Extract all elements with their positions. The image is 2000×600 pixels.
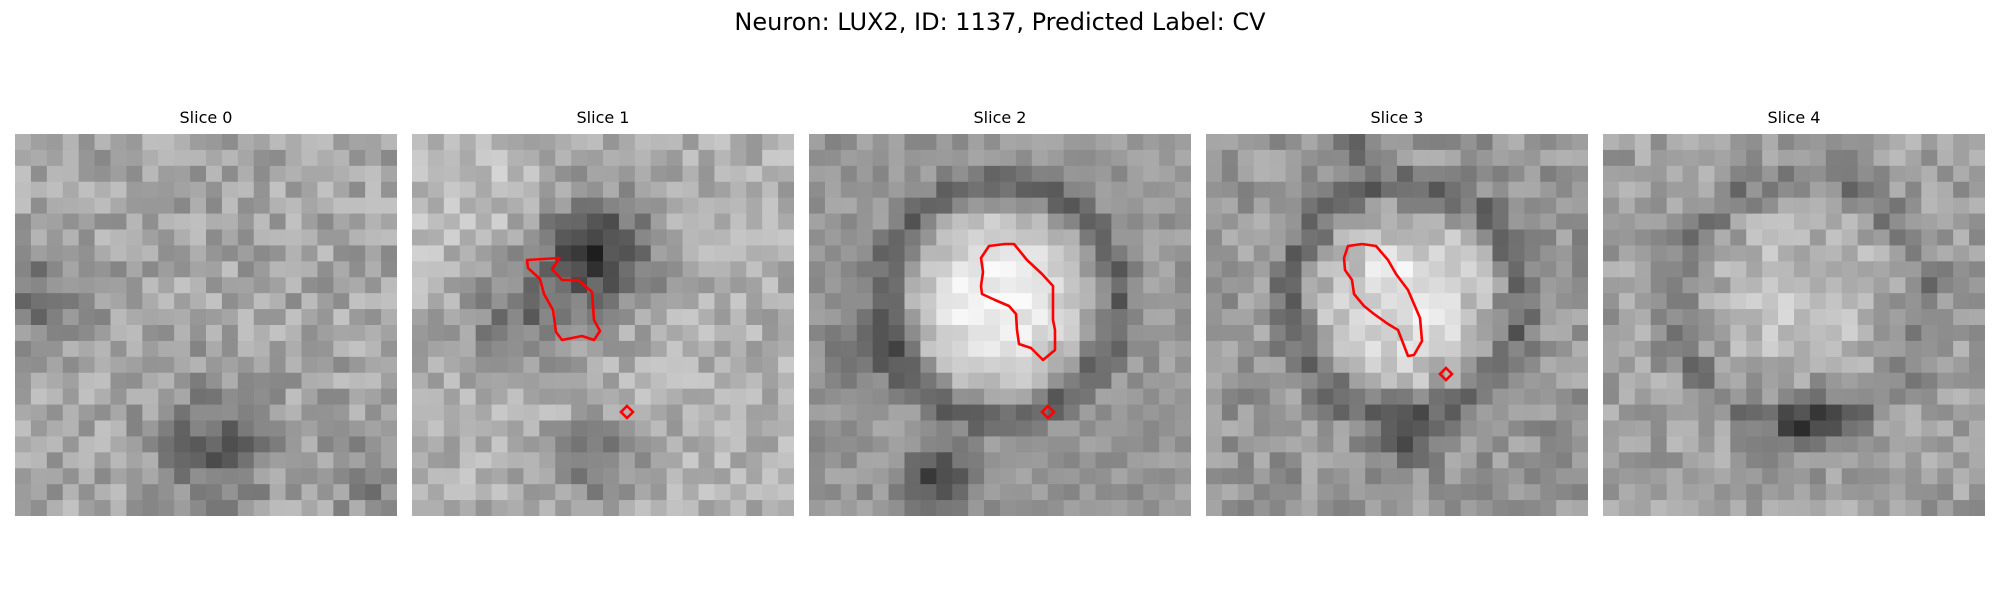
slice-image-0 [15, 134, 397, 516]
slice-panel-2: Slice 2 [809, 108, 1191, 516]
figure-title: Neuron: LUX2, ID: 1137, Predicted Label:… [734, 8, 1266, 36]
slice-image-3 [1206, 134, 1588, 516]
slice-title-4: Slice 4 [1767, 108, 1821, 127]
slice-title-2: Slice 2 [973, 108, 1027, 127]
slice-image-2 [809, 134, 1191, 516]
slice-title-1: Slice 1 [576, 108, 630, 127]
slice-panel-0: Slice 0 [15, 108, 397, 516]
slice-panel-1: Slice 1 [412, 108, 794, 516]
slice-image-1 [412, 134, 794, 516]
slice-title-0: Slice 0 [179, 108, 233, 127]
slice-title-3: Slice 3 [1370, 108, 1424, 127]
slice-image-4 [1603, 134, 1985, 516]
slice-panel-3: Slice 3 [1206, 108, 1588, 516]
slice-panel-4: Slice 4 [1603, 108, 1985, 516]
